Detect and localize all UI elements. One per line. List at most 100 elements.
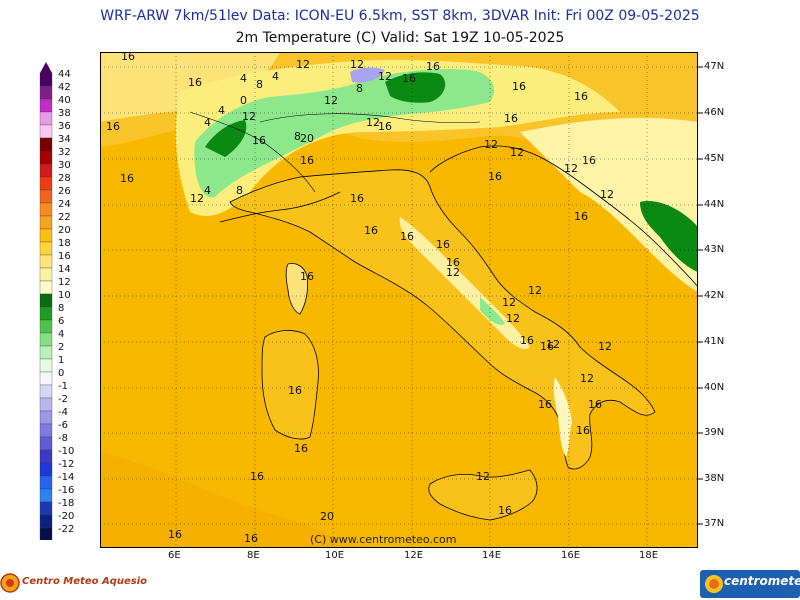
legend-swatch: [39, 345, 53, 360]
italy-peninsula: [229, 169, 656, 470]
legend-label: -22: [58, 524, 74, 535]
legend-swatch: [39, 189, 53, 204]
centrometeo-logo: [700, 570, 800, 598]
legend-label: -8: [58, 433, 68, 444]
contour-label: 16: [364, 224, 378, 237]
contour-label: 20: [320, 510, 334, 523]
legend-label: 24: [58, 199, 71, 210]
legend-label: 22: [58, 212, 71, 223]
legend-label: 18: [58, 238, 71, 249]
contour-label: 4: [204, 184, 211, 197]
latitude-label: 38N: [704, 473, 725, 484]
map-frame: [100, 52, 698, 548]
legend-label: 1: [58, 355, 64, 366]
legend-swatch: [39, 501, 53, 516]
contour-label: 16: [188, 76, 202, 89]
legend-swatch: [39, 527, 53, 540]
longitude-label: 14E: [482, 550, 502, 561]
legend-swatch: [39, 228, 53, 243]
legend-label: 38: [58, 108, 71, 119]
contour-label: 16: [244, 532, 258, 545]
latitude-label: 46N: [704, 107, 725, 118]
contour-label: 16: [300, 270, 314, 283]
legend-swatch: [39, 306, 53, 321]
footer-left-text[interactable]: Centro Meteo Aquesio: [22, 576, 147, 587]
legend-swatch: [39, 397, 53, 412]
contour-label: 12: [580, 372, 594, 385]
copyright-text: (C) www.centrometeo.com: [310, 533, 457, 546]
contour-label: 12: [324, 94, 338, 107]
contour-label: 16: [106, 120, 120, 133]
legend-label: -20: [58, 511, 74, 522]
apennines-green: [480, 297, 505, 325]
graticule: [100, 52, 698, 548]
adriatic-coast: [429, 145, 698, 288]
legend-swatch: [39, 358, 53, 373]
contour-label: 12: [598, 340, 612, 353]
alps-violet: [350, 67, 385, 83]
legend-swatch: [39, 332, 53, 347]
contour-label: 4: [272, 70, 279, 83]
longitude-label: 12E: [404, 550, 424, 561]
contour-label: 12: [476, 470, 490, 483]
centro-meteo-aquesio-logo: [0, 573, 20, 593]
contour-label: 16: [574, 90, 588, 103]
alps-green-dark: [385, 72, 446, 103]
legend-swatch: [39, 514, 53, 529]
legend-label: 0: [58, 368, 64, 379]
legend-label: -12: [58, 459, 74, 470]
legend-label: 34: [58, 134, 71, 145]
legend-swatch: [39, 176, 53, 191]
latitude-label: 45N: [704, 153, 725, 164]
contour-label: 12: [510, 146, 524, 159]
legend-label: 20: [58, 225, 71, 236]
contour-label: 8: [256, 78, 263, 91]
legend-label: 30: [58, 160, 71, 171]
corsica: [285, 263, 308, 315]
legend-swatch: [39, 98, 53, 113]
footer-right-text[interactable]: centrometeo: [724, 574, 800, 588]
map-subtitle: 2m Temperature (C) Valid: Sat 19Z 10-05-…: [235, 30, 565, 46]
legend-swatch: [39, 72, 53, 87]
sardinia: [261, 330, 319, 440]
contour-label: 16: [120, 172, 134, 185]
legend-label: 6: [58, 316, 64, 327]
contour-label: 16: [576, 424, 590, 437]
contour-label: 12: [564, 162, 578, 175]
contour-label: 16: [436, 238, 450, 251]
legend-label: 12: [58, 277, 71, 288]
legend-label: 8: [58, 303, 64, 314]
france-pale: [100, 52, 280, 122]
legend-label: -1: [58, 381, 68, 392]
legend-label: -2: [58, 394, 68, 405]
contour-label: 16: [294, 442, 308, 455]
contour-label: 0: [240, 94, 247, 107]
lat-ticks: [698, 66, 703, 525]
legend-swatch: [39, 85, 53, 100]
legend-swatch: [39, 488, 53, 503]
legend-label: 40: [58, 95, 71, 106]
legend-swatch: [39, 319, 53, 334]
longitude-label: 6E: [168, 550, 181, 561]
longitude-label: 16E: [561, 550, 581, 561]
legend-swatch: [39, 384, 53, 399]
contour-label: 16: [488, 170, 502, 183]
contour-label: 16: [498, 504, 512, 517]
map-title: WRF-ARW 7km/51lev Data: ICON-EU 6.5km, S…: [100, 8, 700, 24]
contour-label: 8: [294, 130, 301, 143]
latitude-label: 40N: [704, 382, 725, 393]
contour-label: 16: [574, 210, 588, 223]
contour-label: 12: [190, 192, 204, 205]
contour-label: 8: [236, 184, 243, 197]
legend-swatch: [39, 111, 53, 126]
legend-label: 32: [58, 147, 71, 158]
legend-label: -18: [58, 498, 74, 509]
legend-swatch: [39, 475, 53, 490]
legend-label: -16: [58, 485, 74, 496]
legend-swatch: [39, 371, 53, 386]
contour-label: 20: [300, 132, 314, 145]
latitude-label: 42N: [704, 290, 725, 301]
latitude-label: 43N: [704, 244, 725, 255]
contour-label: 12: [350, 58, 364, 71]
legend-swatch: [39, 449, 53, 464]
